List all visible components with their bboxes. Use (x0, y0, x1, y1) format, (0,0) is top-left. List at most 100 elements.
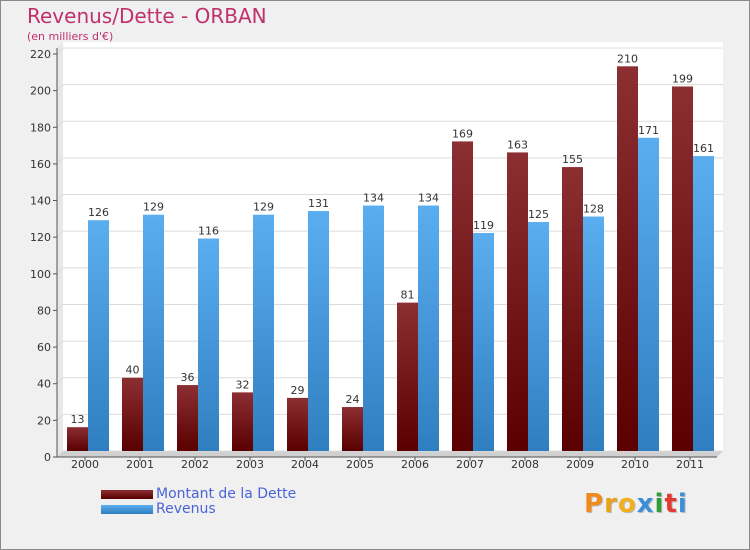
data-label-dette: 199 (672, 72, 693, 85)
chart-title: Revenus/Dette - ORBAN (27, 4, 267, 28)
logo-letter: i (677, 489, 688, 519)
legend-swatch-revenus (101, 505, 153, 514)
data-label-dette: 24 (346, 393, 360, 406)
data-label-dette: 40 (126, 364, 140, 377)
plot-floor (57, 451, 723, 457)
y-tick-label: 20 (37, 414, 51, 427)
gridlines (56, 47, 723, 458)
y-tick-label: 0 (44, 451, 51, 464)
x-tick-label: 2001 (126, 458, 154, 471)
data-label-revenus: 125 (528, 208, 549, 221)
y-axis: 0 20 40 60 80 100 120 140 160 180 200 220 (30, 48, 58, 464)
y-tick-label: 140 (30, 195, 51, 208)
gridline-side (56, 267, 64, 275)
x-tick-label: 2009 (566, 458, 594, 471)
legend-label-revenus: Revenus (156, 501, 216, 517)
data-label-dette: 169 (452, 127, 473, 140)
legend-swatch-dette (101, 490, 153, 499)
logo-letter: i (654, 489, 665, 519)
x-tick-label: 2008 (511, 458, 539, 471)
data-label-revenus: 128 (583, 203, 604, 216)
x-tick-label: 2011 (676, 458, 704, 471)
y-tick-label: 100 (30, 268, 51, 281)
gridline-side (56, 47, 64, 55)
logo-letter: o (617, 489, 637, 519)
data-label-revenus: 126 (88, 206, 109, 219)
bar-dette (672, 86, 693, 451)
y-tick-label: 200 (30, 85, 51, 98)
bar-revenus (363, 205, 384, 451)
x-tick-label: 2006 (401, 458, 429, 471)
data-label-revenus: 161 (693, 142, 714, 155)
bar-dette (452, 141, 473, 451)
bar-revenus (418, 205, 439, 451)
gridline-side (56, 377, 64, 385)
bar-dette (67, 427, 88, 451)
bar-dette (232, 392, 253, 451)
logo-letter: x (636, 489, 655, 519)
data-label-dette: 163 (507, 138, 528, 151)
bar-revenus (198, 238, 219, 451)
y-tick-label: 40 (37, 378, 51, 391)
gridline-side (56, 450, 64, 458)
bar-dette (122, 377, 143, 451)
gridline-side (56, 84, 64, 91)
bar-dette (507, 152, 528, 451)
bar-dette (287, 397, 308, 451)
x-tick-label: 2003 (236, 458, 264, 471)
y-tick-label: 160 (30, 158, 51, 171)
data-label-revenus: 131 (308, 197, 329, 210)
data-label-dette: 13 (71, 413, 85, 426)
plot-area (57, 42, 723, 457)
bar-dette (397, 302, 418, 451)
plot-side-wall (57, 42, 63, 457)
bar-dette (617, 66, 638, 452)
bar-dette (562, 167, 583, 451)
bars: 13 126 40 129 36 116 32 129 29 131 24 134 81 134 169 11… (67, 52, 714, 452)
data-label-revenus: 171 (638, 124, 659, 137)
x-axis: 2000 2001 2002 2003 2004 2005 2006 2007 2008 2009… (57, 456, 717, 471)
proxiti-logo: Proxiti (584, 489, 688, 519)
logo-letter: P (584, 489, 605, 519)
x-tick-label: 2002 (181, 458, 209, 471)
data-label-revenus: 129 (143, 201, 164, 214)
x-tick-label: 2004 (291, 458, 319, 471)
x-tick-label: 2007 (456, 458, 484, 471)
data-label-dette: 36 (181, 371, 195, 384)
x-tick-label: 2000 (71, 458, 99, 471)
data-label-revenus: 134 (363, 192, 384, 205)
data-label-dette: 210 (617, 52, 638, 65)
data-label-revenus: 119 (473, 219, 494, 232)
bar-revenus (308, 211, 329, 451)
x-tick-label: 2010 (621, 458, 649, 471)
chart-subtitle: (en milliers d'€) (27, 30, 114, 43)
bar-revenus (253, 214, 274, 451)
bar-revenus (473, 233, 494, 451)
data-label-revenus: 129 (253, 201, 274, 214)
gridline-side (56, 230, 64, 238)
y-tick-label: 60 (37, 341, 51, 354)
bar-revenus (638, 137, 659, 451)
y-tick-label: 120 (30, 231, 51, 244)
gridline-side (56, 414, 64, 421)
gridline-side (56, 120, 64, 128)
y-tick-label: 80 (37, 304, 51, 317)
bar-revenus (143, 214, 164, 451)
gridline-side (56, 194, 64, 201)
data-label-dette: 29 (291, 384, 305, 397)
x-tick-label: 2005 (346, 458, 374, 471)
gridline-side (56, 304, 64, 311)
logo-letter: t (664, 489, 678, 519)
bar-revenus (693, 156, 714, 451)
legend-label-dette: Montant de la Dette (156, 486, 297, 502)
bar-dette (342, 407, 363, 451)
data-label-revenus: 134 (418, 192, 439, 205)
bar-dette (177, 385, 198, 451)
logo-letter: r (604, 489, 618, 519)
data-label-dette: 32 (236, 378, 250, 391)
data-label-dette: 81 (401, 289, 415, 302)
bar-revenus (583, 216, 604, 451)
data-label-dette: 155 (562, 153, 583, 166)
